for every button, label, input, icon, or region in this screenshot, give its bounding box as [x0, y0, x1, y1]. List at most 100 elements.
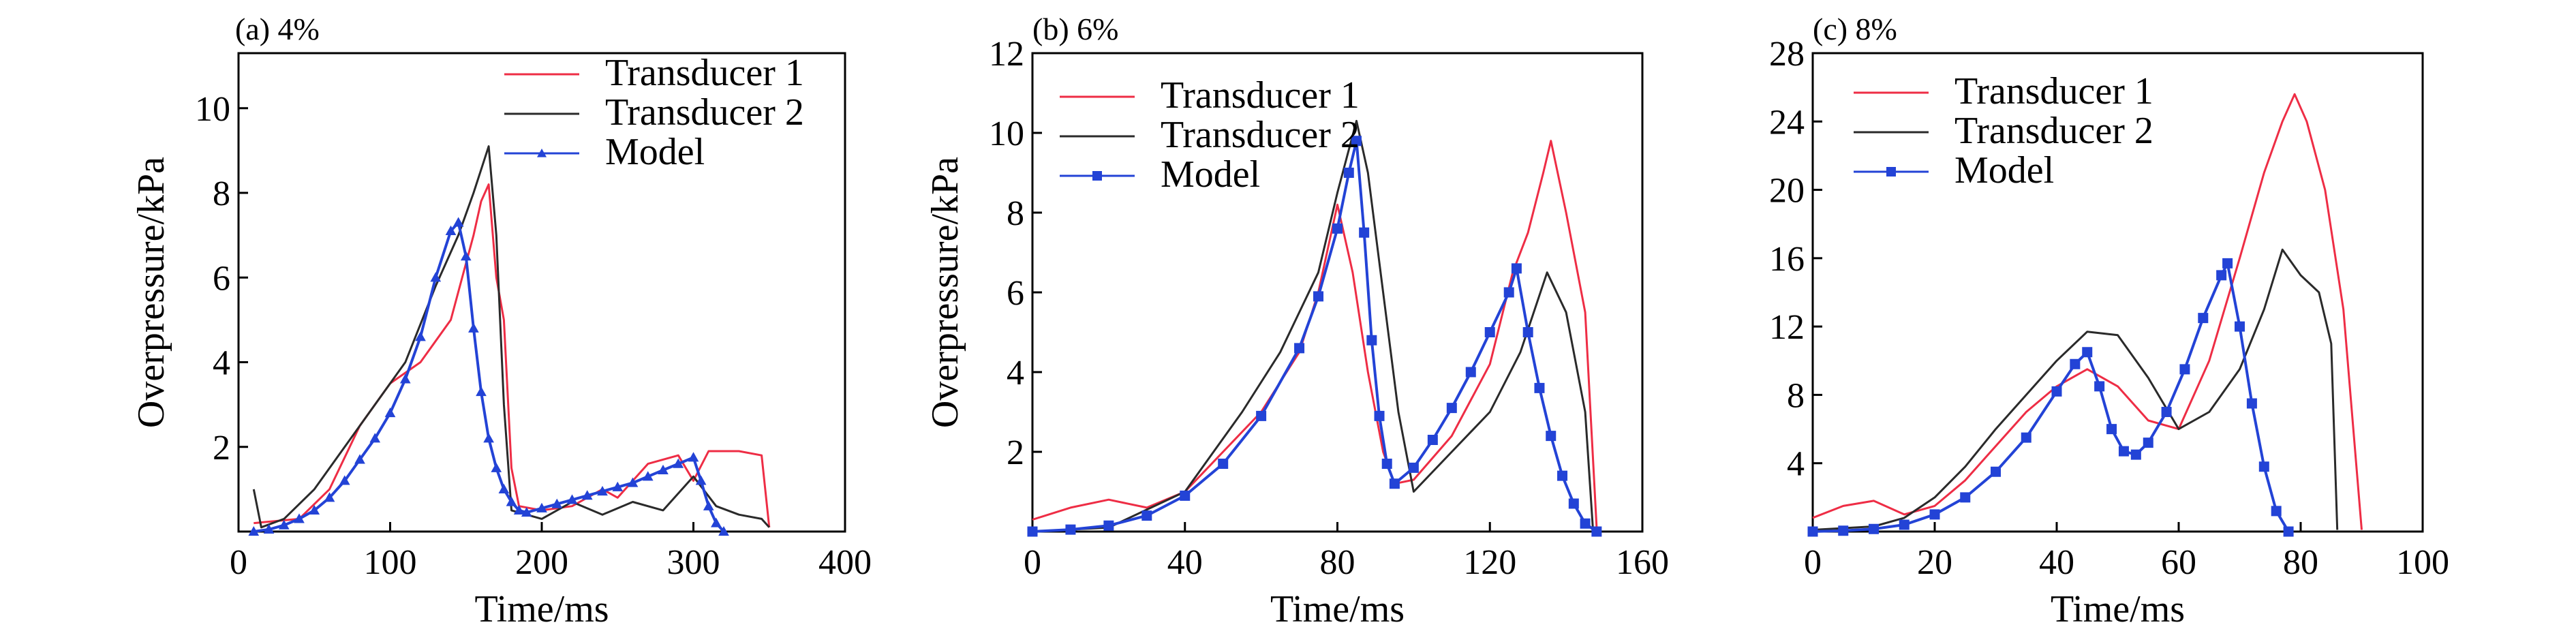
data-point — [1381, 459, 1392, 470]
x-tick-label: 60 — [2161, 543, 2196, 582]
y-tick-label: 6 — [1007, 274, 1024, 313]
y-tick-label: 8 — [213, 174, 230, 213]
data-point — [491, 462, 502, 472]
data-point — [1351, 136, 1362, 147]
data-point — [1580, 518, 1591, 529]
data-point — [2130, 449, 2141, 460]
chart-panel-2: (b) 6% 0 40 80 120 160 2 4 6 8 10 12 Time/ms Overpres… — [924, 12, 1669, 630]
data-point — [2179, 364, 2190, 375]
data-point — [1180, 490, 1191, 501]
data-point — [1332, 223, 1343, 234]
data-point — [278, 519, 290, 530]
series-transducer1 — [1032, 140, 1598, 528]
legend-label: Transducer 2 — [1161, 114, 1360, 156]
x-tick-label: 0 — [230, 543, 247, 582]
data-point — [1960, 492, 1971, 503]
data-point — [309, 504, 320, 515]
data-point — [453, 217, 464, 227]
data-point — [1446, 403, 1457, 414]
series-transducer2 — [1032, 119, 1594, 533]
y-tick-label: 6 — [213, 259, 230, 298]
legend-marker — [1886, 167, 1896, 177]
data-point — [248, 525, 260, 536]
data-point — [2258, 461, 2269, 472]
data-point — [2235, 321, 2245, 332]
y-tick-label: 4 — [1007, 354, 1024, 393]
data-point — [476, 386, 487, 397]
legend-label: Model — [605, 131, 705, 173]
y-tick-label: 4 — [1787, 445, 1805, 484]
series-line — [1032, 119, 1594, 533]
data-point — [2198, 313, 2209, 324]
data-point — [711, 517, 722, 527]
data-point — [2094, 381, 2105, 392]
data-point — [513, 504, 525, 515]
data-point — [536, 502, 547, 512]
series-model — [248, 217, 729, 536]
y-tick-label: 24 — [1769, 103, 1805, 142]
data-point — [1408, 462, 1419, 473]
data-point — [1389, 478, 1400, 489]
x-tick-label: 100 — [2396, 543, 2449, 582]
data-point — [430, 272, 442, 282]
legend-marker — [537, 149, 547, 157]
data-point — [1374, 410, 1385, 421]
panel-label: (b) 6% — [1032, 12, 1118, 46]
data-point — [1313, 291, 1324, 302]
y-tick-label: 8 — [1007, 194, 1024, 233]
series-line — [254, 221, 725, 533]
data-point — [1465, 367, 1476, 378]
x-axis-label: Time/ms — [2051, 588, 2185, 630]
x-tick-label: 120 — [1463, 543, 1516, 582]
data-point — [521, 507, 532, 517]
data-point — [2216, 270, 2227, 281]
y-tick-label: 2 — [1007, 433, 1024, 472]
series-line — [1812, 93, 2363, 530]
plot-frame — [1811, 52, 2424, 533]
data-point — [612, 481, 624, 491]
data-point — [2051, 386, 2062, 397]
data-point — [483, 433, 494, 443]
legend-label: Model — [1161, 153, 1260, 196]
legend-label: Model — [1954, 149, 2054, 191]
y-tick-label: 20 — [1769, 172, 1805, 211]
series-line — [1812, 262, 2290, 533]
data-point — [1557, 470, 1568, 481]
data-point — [2222, 258, 2233, 269]
x-tick-label: 0 — [1024, 543, 1041, 582]
data-point — [1294, 343, 1305, 354]
data-point — [718, 525, 729, 536]
series-transducer1 — [1812, 93, 2363, 530]
x-axis-label: Time/ms — [474, 588, 609, 630]
data-point — [1359, 227, 1370, 238]
y-tick-label: 12 — [989, 35, 1024, 74]
data-point — [1568, 498, 1579, 509]
data-point — [673, 458, 684, 468]
data-point — [369, 433, 381, 443]
x-tick-label: 100 — [364, 543, 417, 582]
data-point — [581, 490, 593, 500]
data-point — [2161, 407, 2172, 417]
data-point — [384, 408, 396, 418]
data-point — [498, 483, 510, 493]
data-point — [2118, 446, 2129, 457]
data-point — [1027, 526, 1038, 537]
data-point — [2143, 438, 2153, 448]
data-point — [1427, 434, 1438, 445]
y-axis-label: Overpressure/kPa — [130, 157, 172, 428]
y-tick-label: 8 — [1787, 376, 1805, 415]
legend-label: Transducer 2 — [1954, 110, 2153, 152]
y-tick-label: 12 — [1769, 308, 1805, 347]
data-point — [468, 322, 479, 333]
legend-label: Transducer 2 — [605, 91, 804, 134]
series-transducer1 — [254, 183, 771, 527]
series-transducer2 — [1812, 248, 2339, 531]
x-tick-label: 80 — [1320, 543, 1355, 582]
data-point — [2246, 398, 2257, 409]
data-point — [695, 475, 707, 485]
data-point — [2021, 432, 2031, 443]
